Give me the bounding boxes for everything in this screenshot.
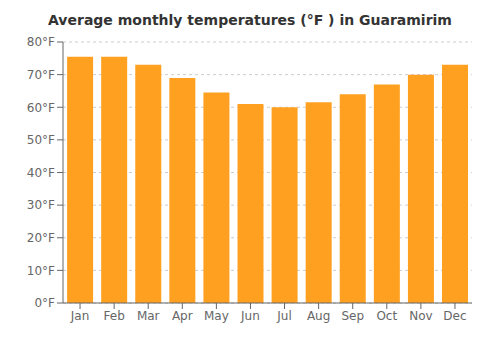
svg-text:40°F: 40°F [27, 166, 55, 180]
svg-text:Apr: Apr [172, 309, 193, 323]
svg-text:30°F: 30°F [27, 198, 55, 212]
svg-text:Mar: Mar [137, 309, 160, 323]
svg-text:10°F: 10°F [27, 264, 55, 278]
svg-text:Aug: Aug [307, 309, 330, 323]
svg-text:Feb: Feb [104, 309, 125, 323]
html-text:Average monthly temperatures (: Average monthly temperatures (°F ) in Gu… [48, 12, 452, 28]
svg-text:Nov: Nov [409, 309, 432, 323]
svg-text:Jan: Jan [70, 309, 90, 323]
svg-text:20°F: 20°F [27, 231, 55, 245]
svg-text:Jun: Jun [240, 309, 260, 323]
svg-text:50°F: 50°F [27, 133, 55, 147]
svg-text:Dec: Dec [443, 309, 466, 323]
svg-text:Jul: Jul [276, 309, 291, 323]
svg-text:Oct: Oct [376, 309, 397, 323]
svg-text:May: May [204, 309, 229, 323]
svg-text:60°F: 60°F [27, 101, 55, 115]
svg-text:70°F: 70°F [27, 68, 55, 82]
svg-text:Sep: Sep [341, 309, 364, 323]
svg-text:80°F: 80°F [27, 35, 55, 49]
svg-text:0°F: 0°F [34, 296, 55, 310]
